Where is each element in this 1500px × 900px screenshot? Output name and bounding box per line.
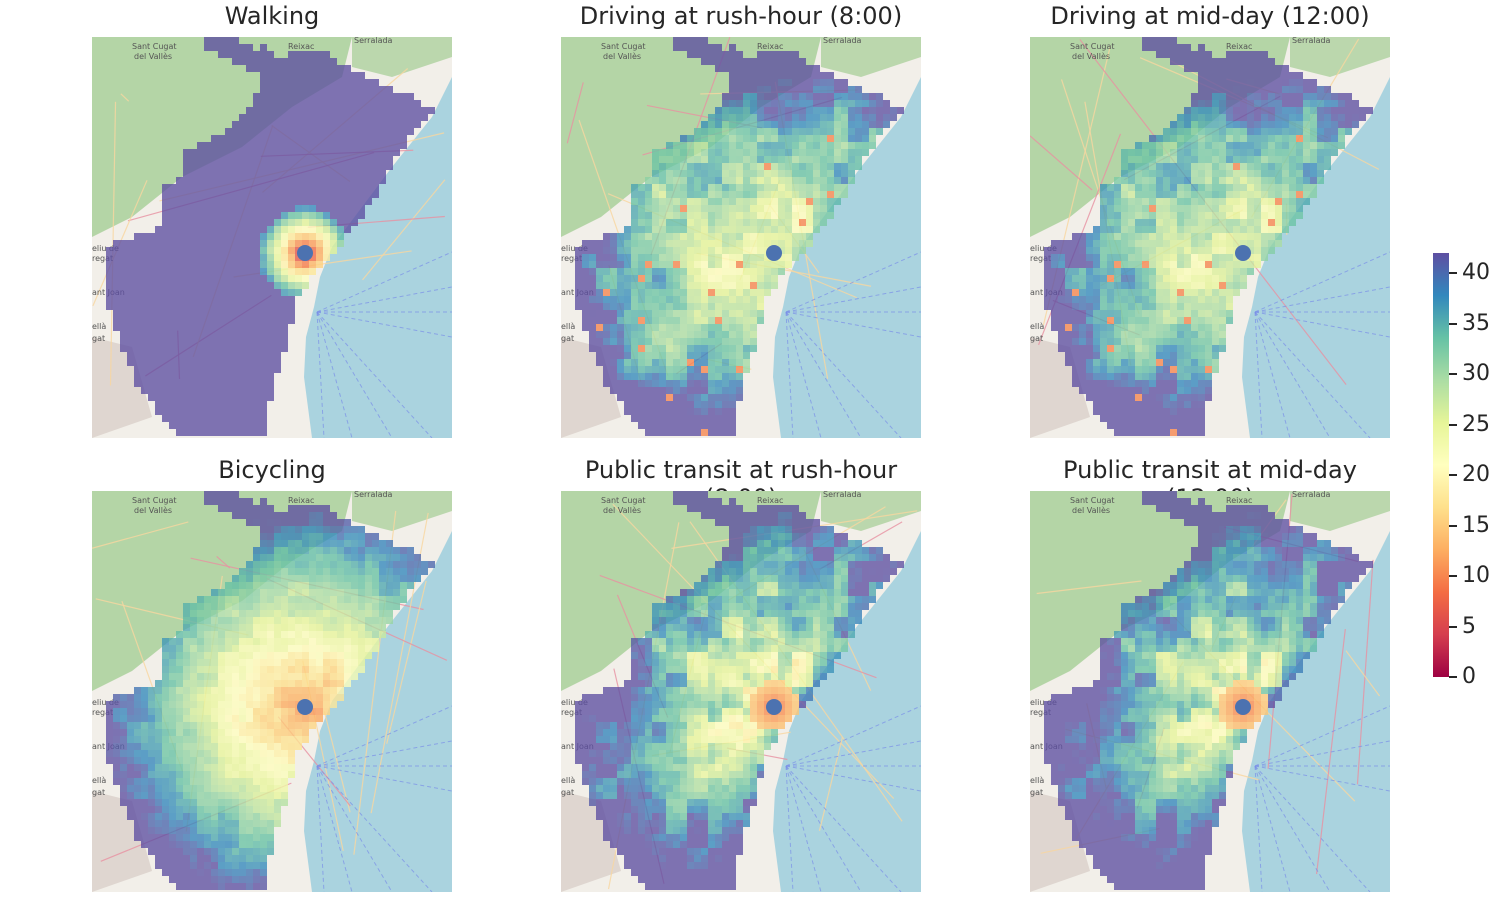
- travel-time-grid: [106, 491, 435, 890]
- svg-text:del Vallès: del Vallès: [134, 505, 172, 515]
- panel-title-driving-rush: Driving at rush-hour (8:00): [579, 2, 903, 30]
- svg-text:eliu de: eliu de: [561, 244, 588, 253]
- svg-text:Sant Cugat: Sant Cugat: [1070, 42, 1115, 51]
- svg-text:eliu de: eliu de: [92, 244, 119, 253]
- origin-marker: [1235, 245, 1251, 261]
- origin-marker: [1235, 699, 1251, 715]
- svg-text:regat: regat: [92, 708, 113, 717]
- colorbar-tick-label: 20: [1462, 462, 1490, 488]
- svg-text:Reixac: Reixac: [757, 42, 783, 51]
- colorbar-tick-label: 10: [1462, 563, 1490, 589]
- colorbar-tick-label: 40: [1462, 260, 1490, 286]
- colorbar-tick: [1449, 322, 1457, 325]
- svg-text:Serralada: Serralada: [823, 37, 862, 45]
- map-transit-rush: Sant Cugat del Vallès Reixac Serralada eliu …: [561, 491, 921, 892]
- colorbar-tick: [1449, 423, 1457, 426]
- svg-text:del Vallès: del Vallès: [1072, 51, 1110, 61]
- colorbar-tick-label: 25: [1462, 411, 1490, 437]
- svg-text:regat: regat: [92, 254, 113, 263]
- svg-text:ellà: ellà: [1030, 322, 1044, 331]
- svg-text:ellà: ellà: [92, 776, 106, 785]
- colorbar-tick: [1449, 625, 1457, 628]
- svg-text:Serralada: Serralada: [354, 37, 393, 45]
- map-walking: Sant Cugat del Vallès Reixac Serralada eliu …: [92, 37, 452, 438]
- svg-text:gat: gat: [92, 788, 105, 797]
- svg-text:ellà: ellà: [561, 322, 575, 331]
- origin-marker: [297, 699, 313, 715]
- svg-text:Serralada: Serralada: [1292, 37, 1331, 45]
- colorbar: [1433, 253, 1449, 677]
- svg-text:Serralada: Serralada: [354, 491, 393, 499]
- colorbar-tick-label: 30: [1462, 361, 1490, 387]
- svg-text:del Vallès: del Vallès: [603, 51, 641, 61]
- map-bicycling: Sant Cugat del Vallès Reixac Serralada eliu …: [92, 491, 452, 892]
- svg-text:Reixac: Reixac: [1226, 42, 1252, 51]
- svg-text:gat: gat: [561, 334, 574, 343]
- colorbar-tick-label: 15: [1462, 512, 1490, 538]
- colorbar-tick: [1449, 575, 1457, 578]
- svg-text:eliu de: eliu de: [92, 698, 119, 707]
- map-transit-midday: Sant Cugat del Vallès Reixac Serralada eliu …: [1030, 491, 1390, 892]
- svg-text:regat: regat: [1030, 254, 1051, 263]
- colorbar-tick: [1449, 474, 1457, 477]
- svg-text:Sant Cugat: Sant Cugat: [132, 496, 177, 505]
- origin-marker: [297, 245, 313, 261]
- map-driving-midday: Sant Cugat del Vallès Reixac Serralada eliu …: [1030, 37, 1390, 438]
- svg-text:ellà: ellà: [92, 322, 106, 331]
- svg-text:Reixac: Reixac: [288, 42, 314, 51]
- svg-text:gat: gat: [92, 334, 105, 343]
- travel-time-grid: [1044, 37, 1373, 436]
- origin-marker: [766, 245, 782, 261]
- panel-title-bicycling: Bicycling: [218, 456, 326, 484]
- svg-text:Reixac: Reixac: [288, 496, 314, 505]
- colorbar-tick: [1449, 676, 1457, 678]
- panel-title-walking: Walking: [224, 2, 320, 30]
- colorbar-tick: [1449, 272, 1457, 275]
- colorbar-tick: [1449, 373, 1457, 376]
- travel-time-grid: [575, 37, 904, 436]
- svg-text:gat: gat: [1030, 334, 1043, 343]
- svg-text:Sant Cugat: Sant Cugat: [601, 42, 646, 51]
- travel-time-grid: [1044, 491, 1373, 890]
- colorbar-tick-label: 5: [1462, 613, 1476, 639]
- svg-text:del Vallès: del Vallès: [134, 51, 172, 61]
- map-driving-rush: Sant Cugat del Vallès Reixac Serralada eliu …: [561, 37, 921, 438]
- travel-time-grid: [106, 37, 435, 436]
- colorbar-tick: [1449, 524, 1457, 527]
- colorbar-tick-label: 0: [1462, 664, 1476, 689]
- origin-marker: [766, 699, 782, 715]
- colorbar-tick-label: 35: [1462, 310, 1490, 336]
- svg-text:Sant Cugat: Sant Cugat: [132, 42, 177, 51]
- travel-time-grid: [575, 491, 904, 890]
- panel-title-driving-midday: Driving at mid-day (12:00): [1050, 2, 1370, 30]
- svg-text:regat: regat: [561, 254, 582, 263]
- svg-text:eliu de: eliu de: [1030, 244, 1057, 253]
